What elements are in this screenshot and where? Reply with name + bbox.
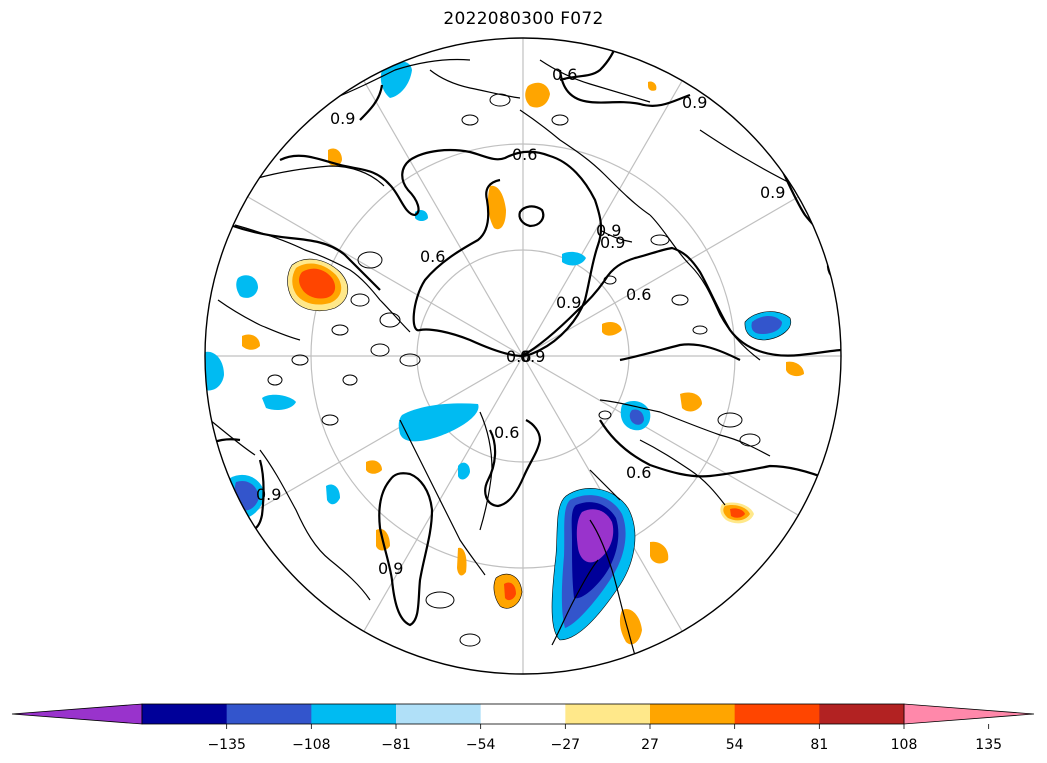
map-title: 2022080300 F072 bbox=[443, 9, 604, 29]
contour-label: 0.6 bbox=[552, 65, 577, 84]
polar-map: 0.9 0.6 0.9 0.9 0.6 0.9 0.6 0.9 0.6 0.6 … bbox=[204, 37, 842, 675]
colorbar-segment bbox=[142, 704, 228, 724]
coastlines bbox=[209, 58, 801, 673]
contour-label: 0.9 bbox=[760, 183, 785, 202]
map-boundary bbox=[204, 37, 842, 675]
colorbar-segments bbox=[11, 703, 1035, 725]
contour-label: 0.6 bbox=[626, 285, 651, 304]
colorbar-segment bbox=[650, 704, 736, 724]
contour-label: 0.6 bbox=[506, 347, 531, 366]
colorbar-tick-label: −81 bbox=[381, 737, 411, 753]
contour-label: 0.9 bbox=[682, 93, 707, 112]
colorbar-tick-label: 54 bbox=[726, 737, 744, 753]
colorbar-tick-label: −135 bbox=[207, 737, 245, 753]
contour-label: 0.6 bbox=[626, 463, 651, 482]
colorbar-segment bbox=[311, 704, 397, 724]
anomaly-fills bbox=[205, 61, 804, 645]
contour-label: 0.6 bbox=[420, 247, 445, 266]
contour-label: 0.9 bbox=[520, 347, 545, 366]
colorbar-tick-label: −54 bbox=[466, 737, 496, 753]
colorbar-ticks: −135 −108 −81 −54 −27 27 54 81 108 135 bbox=[207, 724, 1002, 753]
contour-labels: 0.9 0.6 0.9 0.9 0.6 0.9 0.6 0.9 0.6 0.6 … bbox=[256, 65, 785, 578]
colorbar-extend-low bbox=[11, 703, 143, 725]
contour-label: 0.9 bbox=[256, 485, 281, 504]
contour-label: 0.9 bbox=[596, 221, 621, 240]
colorbar-extend-high bbox=[903, 703, 1035, 725]
colorbar-segment bbox=[734, 704, 820, 724]
colorbar-tick-label: −108 bbox=[292, 737, 330, 753]
colorbar-tick-label: 108 bbox=[891, 737, 918, 753]
colorbar-tick-label: 81 bbox=[810, 737, 828, 753]
contour-label: 0.6 bbox=[494, 423, 519, 442]
colorbar-segment bbox=[565, 704, 651, 724]
contour-label: 0.9 bbox=[556, 293, 581, 312]
contour-label: 0.6 bbox=[512, 145, 537, 164]
islands bbox=[267, 93, 761, 647]
colorbar-segment bbox=[480, 704, 566, 724]
colorbar-tick-label: −27 bbox=[551, 737, 581, 753]
colorbar-segment bbox=[226, 704, 312, 724]
colorbar-tick-label: 135 bbox=[975, 737, 1002, 753]
contour-label: 0.9 bbox=[600, 233, 625, 252]
contour-label: 0.9 bbox=[330, 109, 355, 128]
colorbar-segment bbox=[819, 704, 905, 724]
colorbar-frame bbox=[141, 703, 905, 725]
colorbar-segment bbox=[396, 704, 482, 724]
colorbar-tick-label: 27 bbox=[641, 737, 659, 753]
contour-label: 0.9 bbox=[378, 559, 403, 578]
